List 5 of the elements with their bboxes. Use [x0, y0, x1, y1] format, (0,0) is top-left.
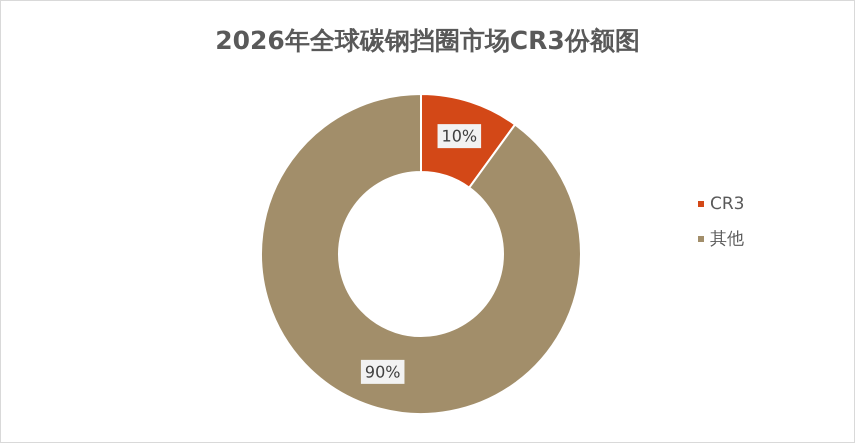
data-label: 90% [364, 362, 400, 382]
chart-title: 2026年全球碳钢挡圈市场CR3份额图 [215, 26, 640, 55]
legend-label: CR3 [710, 194, 744, 214]
data-label: 10% [442, 126, 478, 146]
legend-label: 其他 [710, 229, 744, 249]
